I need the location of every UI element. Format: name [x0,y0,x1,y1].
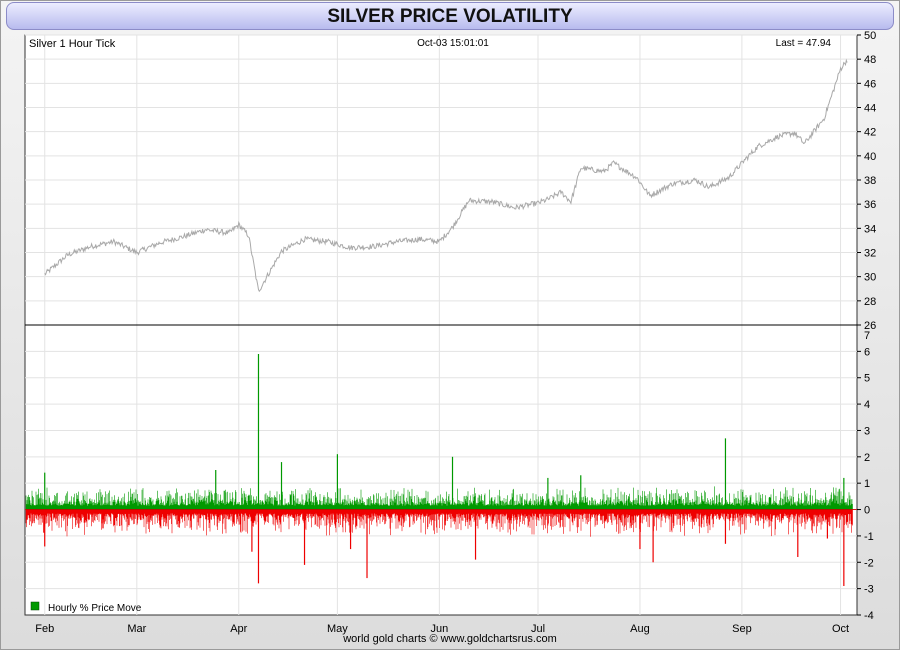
month-label: Oct [832,623,849,635]
volatility-bar-cluster [25,486,853,537]
month-label: May [327,623,348,635]
volatility-tick-label: 7 [864,330,870,342]
volatility-tick-label: 5 [864,373,870,385]
series-line-silver-price [44,58,848,293]
price-axis: 26 28 30 32 34 36 38 40 42 44 46 48 50 [857,30,876,332]
month-label: Jun [430,623,448,635]
last-price-label: Last = 47.94 [776,38,832,49]
price-tick-label: 42 [864,127,876,139]
legend-swatch [30,601,40,611]
volatility-tick-label: -1 [864,531,874,543]
price-tick-label: 28 [864,296,876,308]
volatility-tick-label: -2 [864,557,874,569]
volatility-tick-label: 6 [864,346,870,358]
up-bars [25,486,853,510]
price-tick-label: 36 [864,199,876,211]
volatility-tick-label: 1 [864,478,870,490]
volatility-tick-label: 2 [864,452,870,464]
price-tick-label: 38 [864,175,876,187]
volatility-axis: -4 -3 -2 -1 0 1 2 3 4 5 6 7 [857,324,874,622]
volatility-tick-label: 4 [864,399,870,411]
timestamp-label: Oct-03 15:01:01 [417,38,489,49]
month-label: Aug [630,623,650,635]
down-bars [25,509,853,537]
footer-credit: world gold charts © www.goldchartsrus.co… [343,633,557,645]
month-label: Sep [732,623,752,635]
price-line-layer [44,58,848,293]
price-tick-label: 32 [864,248,876,260]
month-label: Apr [230,623,247,635]
volatility-bars-layer [25,354,857,586]
volatility-tick-label: -4 [864,610,874,622]
month-axis: Feb Mar Apr May Jun Jul Aug Sep Oct [35,623,849,635]
volatility-tick-label: -3 [864,584,874,596]
month-label: Feb [35,623,54,635]
price-tick-label: 50 [864,30,876,42]
chart-title: SILVER PRICE VOLATILITY [6,2,894,30]
legend-label: Hourly % Price Move [48,603,142,614]
month-label: Jul [531,623,545,635]
volatility-tick-label: 0 [864,505,870,517]
series-label: Silver 1 Hour Tick [29,38,116,50]
month-label: Mar [127,623,146,635]
volatility-tick-label: 3 [864,425,870,437]
price-tick-label: 46 [864,78,876,90]
price-tick-label: 44 [864,103,876,115]
price-tick-label: 34 [864,223,876,235]
price-tick-label: 40 [864,151,876,163]
price-tick-label: 48 [864,54,876,66]
price-tick-label: 30 [864,272,876,284]
price-tick-label: 26 [864,320,876,332]
